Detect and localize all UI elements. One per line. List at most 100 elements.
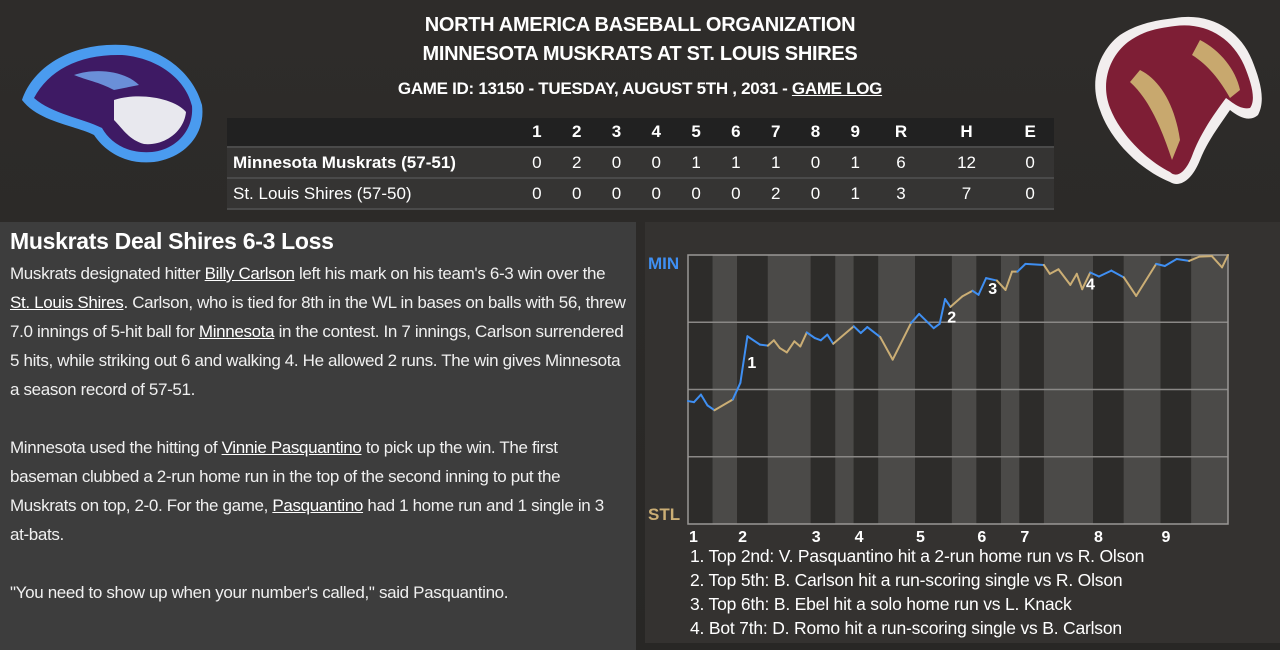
- score-cell: 7: [926, 177, 1007, 210]
- score-cell: 0: [676, 177, 716, 210]
- win-prob-segment: [785, 340, 796, 354]
- event-caption: 4. Bot 7th: D. Romo hit a run-scoring si…: [690, 618, 1122, 638]
- score-cell: 0: [596, 146, 637, 178]
- col-header-6: 6: [715, 118, 756, 147]
- win-prob-segment: [1110, 269, 1125, 279]
- win-prob-segment: [1016, 262, 1027, 273]
- muskrats-logo: [22, 44, 203, 163]
- score-cell: 1: [835, 177, 876, 210]
- win-prob-segment: [731, 381, 742, 401]
- win-prob-segment: [1122, 276, 1138, 297]
- win-prob-segment: [1135, 262, 1158, 297]
- x-tick-label: 6: [977, 529, 986, 542]
- win-prob-segment: [1155, 262, 1166, 268]
- win-prob-segment: [944, 298, 952, 308]
- score-cell: 0: [556, 177, 597, 210]
- win-prob-segment: [1069, 272, 1078, 286]
- line-score-row: Minnesota Muskrats (57-51) 0 2 0 0 1 1 1 0 1 6 12 0: [227, 146, 1054, 178]
- win-prob-segment: [938, 298, 947, 325]
- story-link[interactable]: St. Louis Shires: [10, 293, 124, 312]
- event-caption: 1. Top 2nd: V. Pasquantino hit a 2-run h…: [690, 546, 1145, 566]
- win-prob-segment: [766, 339, 775, 347]
- score-cell: 0: [715, 177, 756, 210]
- plot-frame: [687, 254, 1229, 525]
- story-text: had 1 home run and 1 single in 3 at-bats…: [10, 496, 604, 544]
- team-col-header: [227, 118, 517, 147]
- score-cell: 1: [715, 146, 756, 178]
- win-prob-segment: [1075, 272, 1084, 291]
- score-cell: 12: [926, 146, 1007, 178]
- team-name: Minnesota Muskrats (57-51): [227, 146, 517, 178]
- win-prob-segment: [1004, 270, 1013, 291]
- win-prob-segment: [910, 312, 921, 325]
- score-cell: 0: [795, 177, 836, 210]
- win-prob-segment: [932, 322, 941, 330]
- score-cell: 2: [755, 177, 796, 210]
- win-prob-segment: [866, 326, 882, 339]
- win-prob-segment: [739, 335, 749, 384]
- story-paragraph: Minnesota used the hitting of Vinnie Pas…: [10, 433, 626, 549]
- win-prob-segment: [1221, 254, 1229, 269]
- col-header-e: E: [1006, 118, 1054, 147]
- score-cell: 2: [556, 146, 597, 178]
- win-prob-segment: [971, 289, 980, 296]
- x-tick-label: 3: [812, 529, 821, 542]
- win-prob-segment: [879, 336, 894, 361]
- event-marker: 2: [947, 309, 956, 326]
- story-link[interactable]: Billy Carlson: [204, 264, 295, 283]
- story-paragraph: "You need to show up when your number's …: [10, 578, 626, 607]
- story-link[interactable]: Pasquantino: [272, 496, 364, 515]
- score-cell: 0: [795, 146, 836, 178]
- win-prob-segment: [995, 279, 1007, 291]
- col-header-h: H: [926, 118, 1007, 147]
- win-prob-segment: [1089, 271, 1100, 278]
- story-paragraph: Muskrats designated hitter Billy Carlson…: [10, 259, 626, 404]
- story-text: left his mark on his team's 6-3 win over…: [294, 264, 606, 283]
- win-prob-segment: [1057, 268, 1072, 286]
- x-tick-label: 4: [855, 529, 864, 542]
- score-cell: 0: [517, 177, 557, 210]
- game-info: GAME ID: 13150 - TUESDAY, AUGUST 5TH , 2…: [0, 79, 1280, 99]
- win-prob-segment: [832, 325, 855, 345]
- win-prob-segment: [706, 404, 716, 412]
- col-header-1: 1: [517, 118, 557, 147]
- x-tick-label: 7: [1020, 529, 1029, 542]
- story-headline: Muskrats Deal Shires 6-3 Loss: [10, 228, 334, 254]
- col-header-r: R: [875, 118, 927, 147]
- score-cell: 0: [636, 146, 677, 178]
- win-probability-panel: 1 2 3 4 5 6 7 8 9 MIN STL 1 2 3 4 1. Top 2nd: V. Pasqu…: [645, 222, 1280, 643]
- win-prob-segment: [1175, 258, 1191, 262]
- win-prob-segment: [772, 339, 781, 350]
- y-label-min: MIN: [648, 254, 679, 273]
- win-prob-segment: [1081, 271, 1092, 291]
- win-prob-segment: [799, 331, 808, 348]
- event-marker: 1: [747, 355, 756, 372]
- event-caption: 2. Top 5th: B. Carlson hit a run-scoring…: [690, 570, 1123, 590]
- col-header-7: 7: [755, 118, 796, 147]
- x-tick-label: 1: [689, 529, 698, 542]
- col-header-8: 8: [795, 118, 836, 147]
- shires-logo: [1095, 16, 1262, 184]
- score-cell: 3: [875, 177, 927, 210]
- story-text: "You need to show up when your number's …: [10, 583, 509, 602]
- game-log-link[interactable]: GAME LOG: [791, 79, 883, 98]
- win-prob-segment: [961, 289, 974, 298]
- x-tick-label: 2: [738, 529, 747, 542]
- win-prob-segment: [1163, 258, 1178, 268]
- y-label-stl: STL: [648, 505, 680, 524]
- win-prob-segment: [1198, 255, 1213, 258]
- win-prob-segment: [891, 322, 913, 361]
- win-prob-segment: [985, 277, 998, 282]
- game-id-date: GAME ID: 13150 - TUESDAY, AUGUST 5TH , 2…: [397, 79, 792, 98]
- win-prob-segment: [793, 340, 802, 348]
- story-link[interactable]: Vinnie Pasquantino: [221, 438, 362, 457]
- win-prob-segment: [713, 398, 734, 412]
- win-prob-segment: [1042, 263, 1051, 275]
- score-cell: 6: [875, 146, 927, 178]
- chart-captions: 1. Top 2nd: V. Pasquantino hit a 2-run h…: [690, 544, 1144, 640]
- story-link[interactable]: Minnesota: [198, 322, 275, 341]
- win-prob-segment: [758, 343, 769, 347]
- score-cell: 1: [835, 146, 876, 178]
